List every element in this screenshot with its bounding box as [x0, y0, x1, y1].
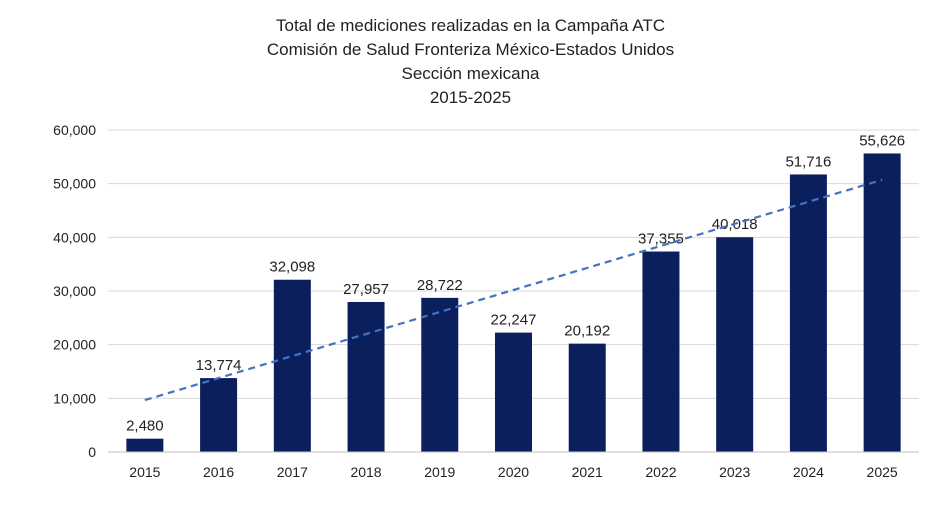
bar	[863, 153, 901, 452]
x-tick-label: 2016	[203, 464, 234, 480]
x-tick-label: 2019	[424, 464, 455, 480]
data-label: 20,192	[564, 323, 610, 340]
y-tick-label: 40,000	[53, 229, 96, 245]
y-tick-label: 30,000	[53, 283, 96, 299]
y-tick-label: 10,000	[53, 390, 96, 406]
data-label: 32,098	[269, 259, 315, 276]
bar	[126, 438, 164, 452]
data-label: 51,716	[785, 153, 831, 170]
chart-title-line-2: Comisión de Salud Fronteriza México-Esta…	[266, 40, 675, 59]
y-tick-label: 50,000	[53, 176, 96, 192]
bar	[716, 237, 754, 452]
x-tick-label: 2015	[129, 464, 160, 480]
x-tick-label: 2017	[277, 464, 308, 480]
x-tick-label: 2024	[793, 464, 824, 480]
x-tick-label: 2022	[645, 464, 676, 480]
chart-title-line-3: Sección mexicana	[401, 64, 540, 83]
chart-title-line-1: Total de mediciones realizadas en la Cam…	[275, 16, 665, 35]
x-tick-label: 2020	[498, 464, 529, 480]
bar	[568, 343, 606, 452]
x-tick-label: 2018	[350, 464, 381, 480]
trendline	[144, 178, 883, 402]
data-label: 37,355	[638, 231, 684, 248]
bar	[347, 301, 385, 452]
chart-title: Total de mediciones realizadas en la Cam…	[0, 14, 941, 110]
data-label: 22,247	[491, 312, 537, 329]
data-label: 28,722	[417, 277, 463, 294]
x-tick-label: 2023	[719, 464, 750, 480]
bar	[642, 251, 680, 452]
y-tick-label: 20,000	[53, 337, 96, 353]
data-label: 27,957	[343, 281, 389, 298]
data-label: 55,626	[859, 132, 905, 149]
data-label: 2,480	[126, 418, 164, 435]
bar	[789, 174, 827, 453]
y-tick-label: 60,000	[53, 122, 96, 138]
data-label: 13,774	[196, 357, 242, 374]
bar	[421, 297, 459, 452]
bar	[273, 279, 311, 452]
x-tick-label: 2021	[572, 464, 603, 480]
x-tick-label: 2025	[867, 464, 898, 480]
y-tick-label: 0	[88, 444, 96, 460]
bar	[200, 378, 238, 452]
bar	[495, 332, 532, 452]
chart-title-line-4: 2015-2025	[429, 88, 512, 107]
